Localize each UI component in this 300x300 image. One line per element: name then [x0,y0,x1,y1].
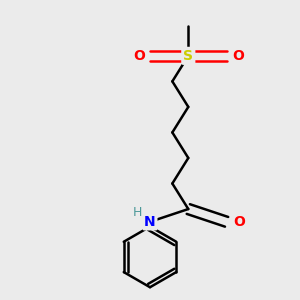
Text: H: H [133,206,142,219]
Text: S: S [183,49,193,63]
Text: O: O [232,49,244,63]
Text: O: O [233,215,245,229]
Text: O: O [133,49,145,63]
Text: N: N [144,215,156,229]
